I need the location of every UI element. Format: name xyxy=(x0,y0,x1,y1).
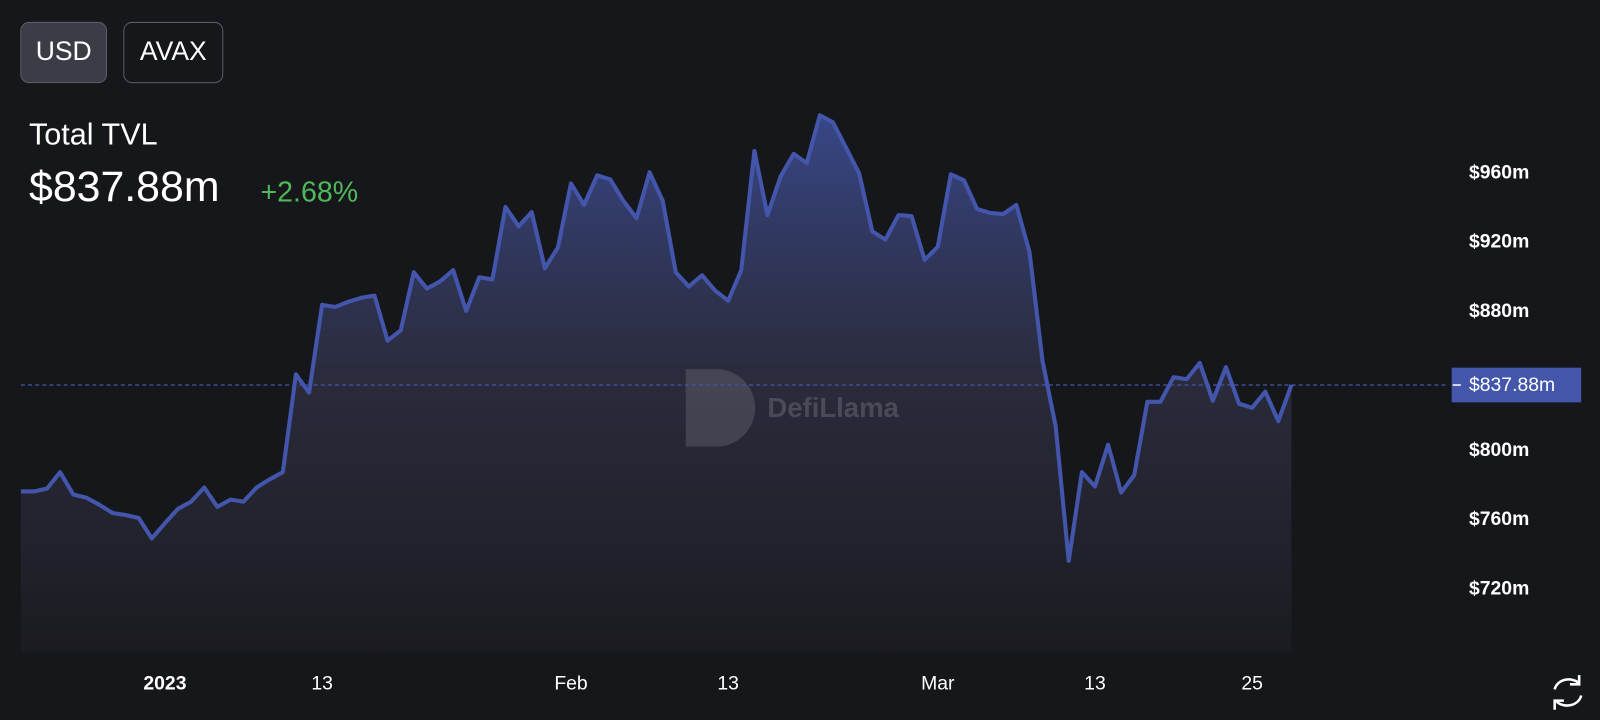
area-fill xyxy=(20,115,1292,653)
currency-toggle: USD AVAX xyxy=(20,21,224,84)
refresh-icon[interactable] xyxy=(1553,675,1583,710)
x-tick-label: Feb xyxy=(554,672,587,694)
current-value-badge xyxy=(1451,367,1582,403)
y-tick-label: $800m xyxy=(1469,439,1529,461)
usd-button[interactable] xyxy=(20,21,108,84)
current-value: $837.88m xyxy=(29,163,220,211)
refresh-arcs xyxy=(1553,678,1583,707)
y-tick-label: $960m xyxy=(1469,161,1529,183)
x-tick-label: 13 xyxy=(717,672,739,694)
current-value-label: $837.88m xyxy=(1469,374,1555,396)
watermark-text: DefiLlama xyxy=(767,392,899,423)
avax-button[interactable] xyxy=(123,21,224,84)
watermark: DefiLlama xyxy=(685,369,900,447)
chart-title: Total TVL xyxy=(29,118,158,152)
avax-label: AVAX xyxy=(140,36,207,66)
watermark-logo xyxy=(685,369,756,447)
y-tick-label: $720m xyxy=(1469,578,1529,600)
tvl-line xyxy=(20,113,1294,563)
x-tick-label: Mar xyxy=(921,672,955,694)
refresh-arrows xyxy=(1553,675,1581,710)
y-tick-label: $920m xyxy=(1469,231,1529,253)
change-percent: +2.68% xyxy=(261,176,359,208)
x-tick-label: 13 xyxy=(311,672,333,694)
x-tick-label: 13 xyxy=(1084,672,1106,694)
x-tick-label: 2023 xyxy=(143,672,186,694)
y-tick-label: $880m xyxy=(1469,300,1529,322)
usd-label: USD xyxy=(36,36,92,66)
y-tick-label: $760m xyxy=(1469,508,1529,530)
x-tick-label: 25 xyxy=(1241,672,1263,694)
